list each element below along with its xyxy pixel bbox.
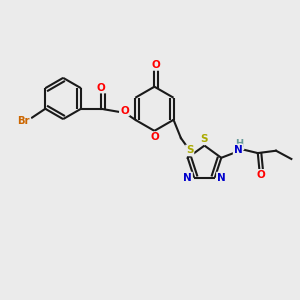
Text: O: O — [152, 60, 161, 70]
Text: S: S — [186, 146, 194, 155]
Text: O: O — [120, 106, 129, 116]
Text: O: O — [256, 170, 266, 180]
Text: N: N — [234, 145, 242, 154]
Text: O: O — [150, 132, 159, 142]
Text: H: H — [236, 139, 244, 149]
Text: O: O — [97, 82, 105, 93]
Text: N: N — [217, 172, 226, 182]
Text: S: S — [201, 134, 208, 144]
Text: Br: Br — [17, 116, 30, 126]
Text: N: N — [183, 172, 192, 182]
